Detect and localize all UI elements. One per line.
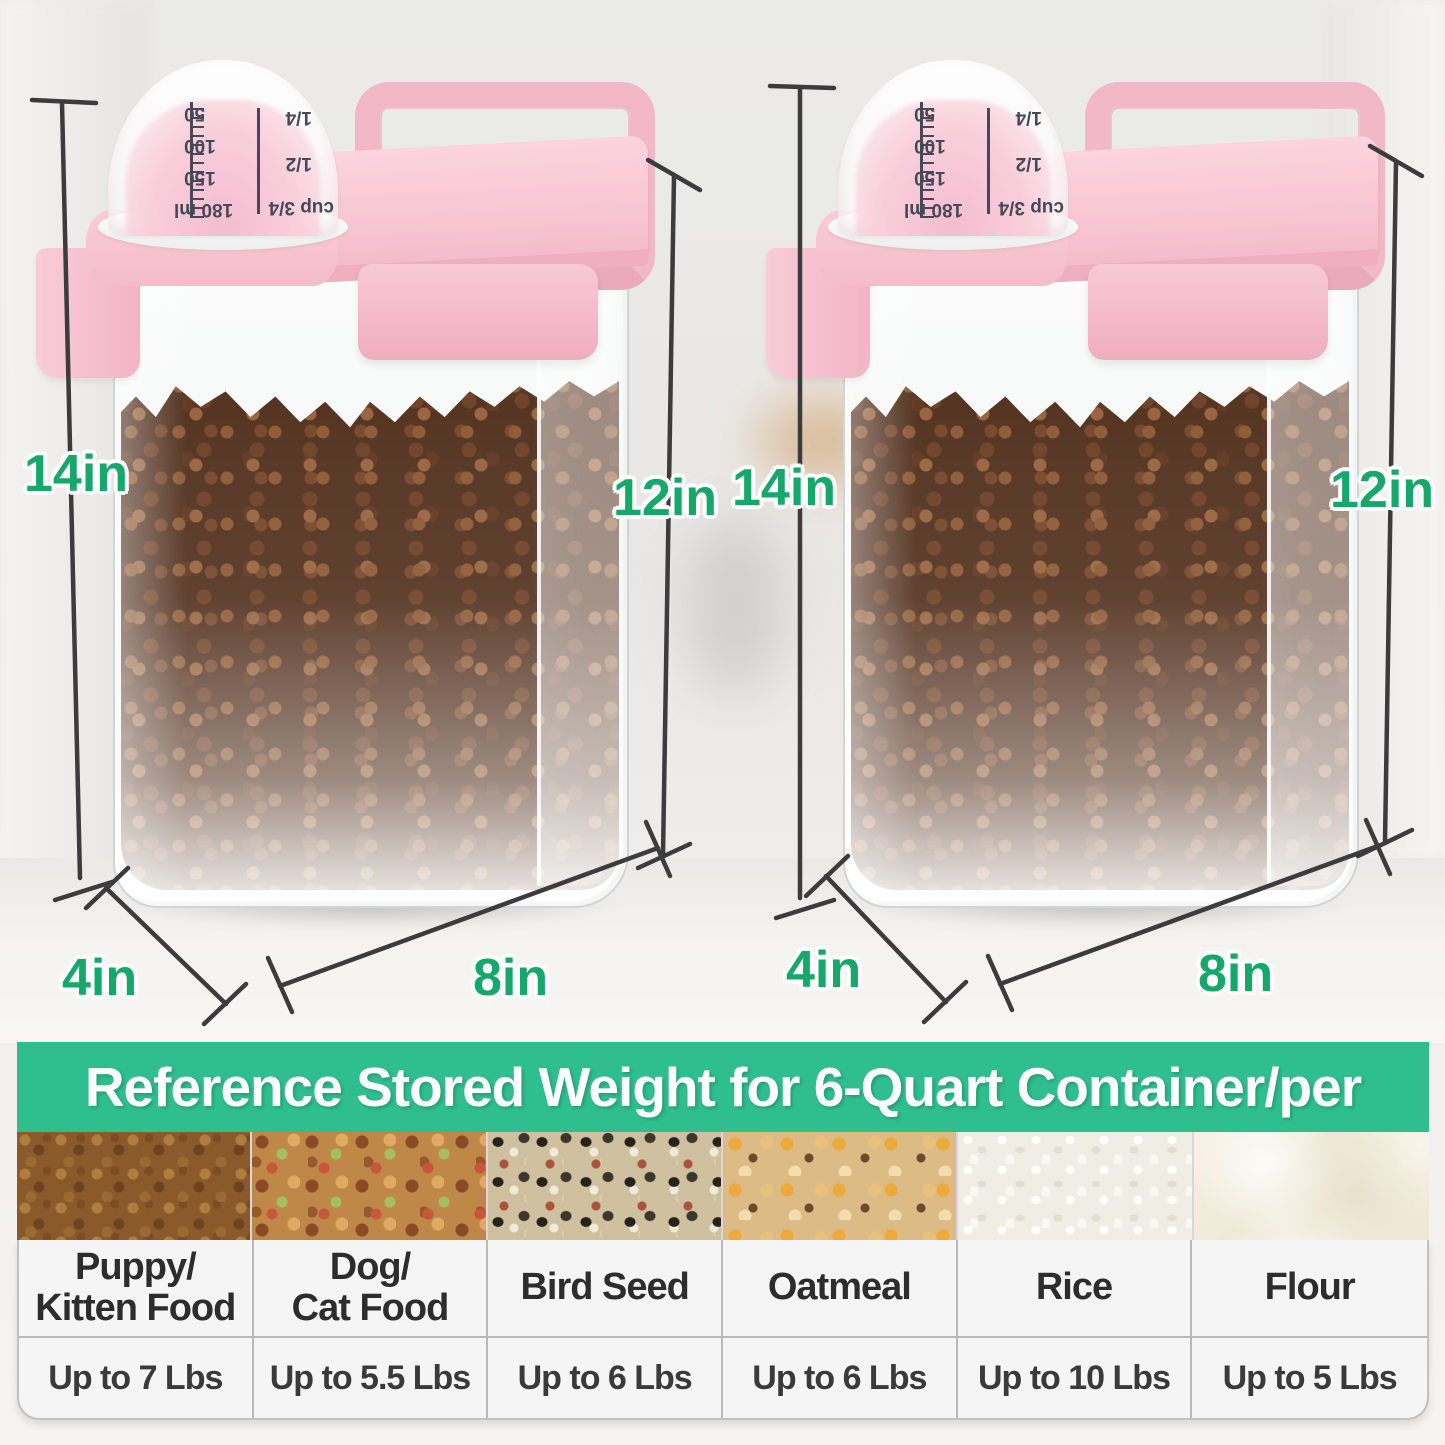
food-photo-strip (17, 1132, 1429, 1240)
food-name: Rice (958, 1240, 1193, 1336)
background-blur-object (688, 515, 783, 695)
food-name-row: Puppy/ Kitten Food Dog/ Cat Food Bird Se… (19, 1240, 1427, 1336)
dimension-label-body-height-right: 12in (1330, 461, 1435, 519)
dimension-label-total-height-right: 14in (732, 459, 837, 517)
food-photo-flour (1193, 1132, 1429, 1240)
food-name: Dog/ Cat Food (254, 1240, 489, 1336)
dimension-label-depth-right: 4in (786, 941, 862, 999)
dimension-label-width-right: 8in (1198, 945, 1274, 1003)
food-photo-puppy-kitten (17, 1132, 253, 1240)
food-photo-dog-cat (252, 1132, 488, 1240)
latch-clip-front (358, 264, 598, 360)
stored-weight: Up to 6 Lbs (723, 1338, 958, 1418)
stored-weight: Up to 6 Lbs (488, 1338, 723, 1418)
measuring-cup-pink-interior (126, 100, 320, 236)
measuring-cup-pink-interior (856, 100, 1050, 236)
reference-weight-section: Reference Stored Weight for 6-Quart Cont… (17, 1042, 1429, 1420)
food-name: Bird Seed (488, 1240, 723, 1336)
dimension-lines (29, 83, 1425, 1027)
stored-weight: Up to 5.5 Lbs (254, 1338, 489, 1418)
food-photo-rice (958, 1132, 1194, 1240)
dimension-label-body-height-left: 12in (613, 469, 718, 527)
food-name: Oatmeal (723, 1240, 958, 1336)
food-photo-oatmeal (722, 1132, 959, 1240)
food-name: Puppy/ Kitten Food (19, 1240, 254, 1336)
stored-weight: Up to 7 Lbs (19, 1338, 254, 1418)
dimension-label-depth-left: 4in (62, 949, 138, 1007)
section-title-banner: Reference Stored Weight for 6-Quart Cont… (17, 1042, 1429, 1132)
stored-weight: Up to 5 Lbs (1222, 1358, 1398, 1397)
food-photo-bird-seed (487, 1132, 723, 1240)
latch-clip-front (1088, 264, 1328, 360)
dimension-label-width-left: 8in (473, 949, 549, 1007)
dimension-label-total-height-left: 14in (24, 445, 129, 503)
reference-table: Puppy/ Kitten Food Dog/ Cat Food Bird Se… (17, 1240, 1429, 1420)
stored-weight: Up to 10 Lbs (958, 1338, 1193, 1418)
stored-weight-row: Up to 7 Lbs Up to 5.5 Lbs Up to 6 Lbs Up… (19, 1336, 1427, 1418)
food-name: Flour (1264, 1266, 1356, 1309)
